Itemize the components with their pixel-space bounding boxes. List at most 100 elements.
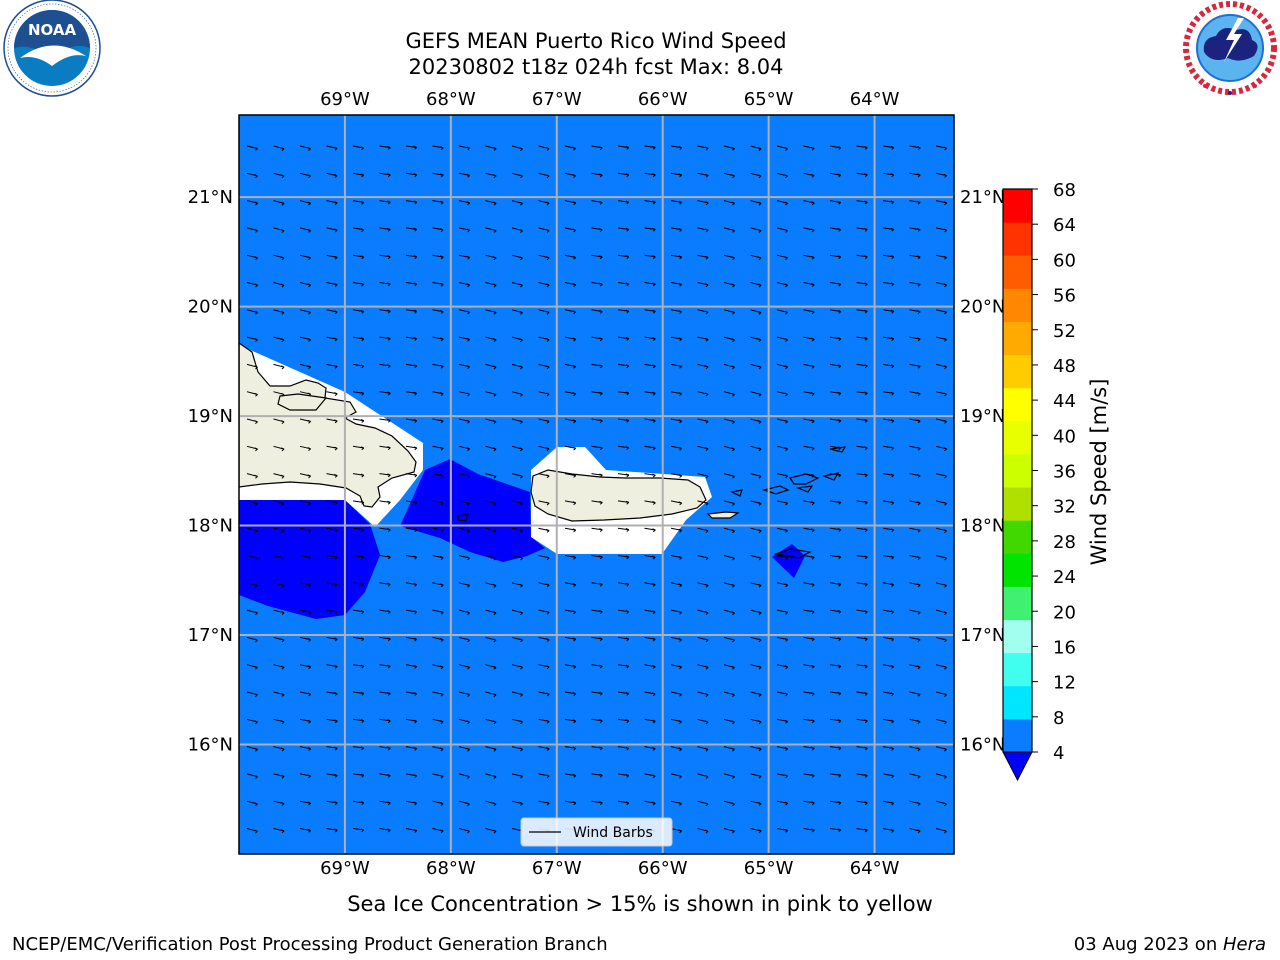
wind-arrow xyxy=(617,527,630,532)
wind-arrow xyxy=(723,145,736,151)
wind-arrow xyxy=(750,718,762,725)
wind-arrow xyxy=(379,746,391,751)
wind-arrow xyxy=(909,145,921,150)
wind-arrow xyxy=(644,172,656,178)
wind-arrow xyxy=(882,445,895,451)
wind-arrow xyxy=(670,691,683,697)
wind-arrow xyxy=(511,500,524,506)
wind-arrow xyxy=(299,391,312,397)
wind-arrow xyxy=(856,800,868,806)
wind-arrow xyxy=(591,200,603,205)
wind-arrow xyxy=(856,773,868,778)
wind-arrow xyxy=(405,363,418,369)
wind-arrow xyxy=(803,555,815,560)
wind-arrow xyxy=(273,773,285,779)
wind-arrow xyxy=(723,309,736,315)
wind-arrow xyxy=(458,391,471,397)
wind-arrow xyxy=(432,527,444,533)
wind-arrow xyxy=(273,418,285,424)
wind-arrow xyxy=(935,691,948,697)
wind-arrow xyxy=(458,200,471,206)
wind-arrow xyxy=(326,282,338,287)
wind-arrow xyxy=(299,800,312,806)
wind-arrow xyxy=(299,746,312,751)
tortuga-island xyxy=(277,393,328,411)
wind-arrow xyxy=(564,445,577,451)
wind-arrow xyxy=(697,254,709,260)
lat-tick-label: 17°N xyxy=(960,625,1005,646)
wind-arrow xyxy=(591,172,603,178)
wind-arrow xyxy=(776,418,789,424)
wind-arrow xyxy=(617,582,630,587)
wind-arrow xyxy=(485,200,497,206)
wind-arrow xyxy=(405,527,418,533)
wind-arrow xyxy=(485,282,497,288)
wind-arrow xyxy=(432,800,444,806)
wind-arrow xyxy=(776,363,789,370)
wind-arrow xyxy=(723,227,736,233)
wind-arrow xyxy=(273,527,285,534)
wind-arrow xyxy=(352,418,365,423)
wind-arrow xyxy=(591,773,603,778)
wind-arrow xyxy=(564,555,577,560)
wind-arrow xyxy=(485,773,497,779)
wind-arrow xyxy=(273,282,285,288)
wind-arrow xyxy=(882,172,895,178)
wind-arrow xyxy=(697,691,709,697)
wind-arrow xyxy=(538,636,550,642)
wind-arrow xyxy=(538,527,550,533)
latitude-labels-left: 21°N 20°N 19°N 18°N 17°N 16°N xyxy=(188,187,233,755)
wind-arrow xyxy=(697,746,709,752)
wind-arrow xyxy=(697,200,709,206)
wind-arrow xyxy=(379,445,391,450)
wind-arrow xyxy=(299,609,312,615)
wind-arrow xyxy=(326,309,338,315)
wind-arrow xyxy=(405,336,418,341)
nws-logo xyxy=(1182,0,1278,96)
wind-arrow xyxy=(511,445,523,452)
wind-arrow xyxy=(909,391,921,396)
wind-arrow xyxy=(856,309,868,314)
wind-arrow xyxy=(538,336,550,342)
wind-arrow xyxy=(750,172,762,179)
wind-arrow xyxy=(803,227,815,233)
wind-arrow xyxy=(909,336,921,342)
wind-arrow xyxy=(617,391,630,396)
wind-arrow xyxy=(935,254,948,260)
wind-arrow xyxy=(829,500,842,505)
wind-arrow xyxy=(935,773,947,779)
wind-arrow xyxy=(750,391,762,397)
wind-arrow xyxy=(564,500,577,506)
wind-arrow xyxy=(485,718,497,725)
wind-arrow xyxy=(723,555,735,561)
wind-arrow xyxy=(538,718,550,724)
wind-arrow xyxy=(299,145,312,151)
wind-arrow xyxy=(644,200,656,205)
wind-arrow xyxy=(458,445,471,451)
wind-arrow xyxy=(591,227,603,232)
wind-arrow xyxy=(379,500,391,505)
wind-arrow xyxy=(909,200,921,205)
wind-arrow xyxy=(511,773,524,779)
wind-arrow xyxy=(882,418,895,423)
wind-arrow xyxy=(379,227,391,232)
wind-arrow xyxy=(617,718,630,724)
wind-arrow xyxy=(432,418,444,424)
wind-arrow xyxy=(856,527,868,532)
wind-arrow xyxy=(882,200,895,205)
wind-arrow xyxy=(856,418,868,423)
wind-arrow xyxy=(882,254,895,259)
lat-tick-label: 18°N xyxy=(960,516,1005,537)
wind-arrow xyxy=(432,473,444,478)
wind-arrow xyxy=(776,445,789,451)
wind-arrow xyxy=(697,445,709,451)
wind-arrow xyxy=(644,473,656,478)
colorbar-tick-label: 52 xyxy=(1053,321,1076,342)
wind-arrow xyxy=(723,691,735,697)
wind-arrow xyxy=(352,391,365,396)
wind-arrow xyxy=(511,363,523,370)
graticule xyxy=(239,115,954,854)
wind-arrow xyxy=(591,555,603,560)
wind-arrow xyxy=(723,254,736,261)
wind-arrow xyxy=(856,445,868,450)
